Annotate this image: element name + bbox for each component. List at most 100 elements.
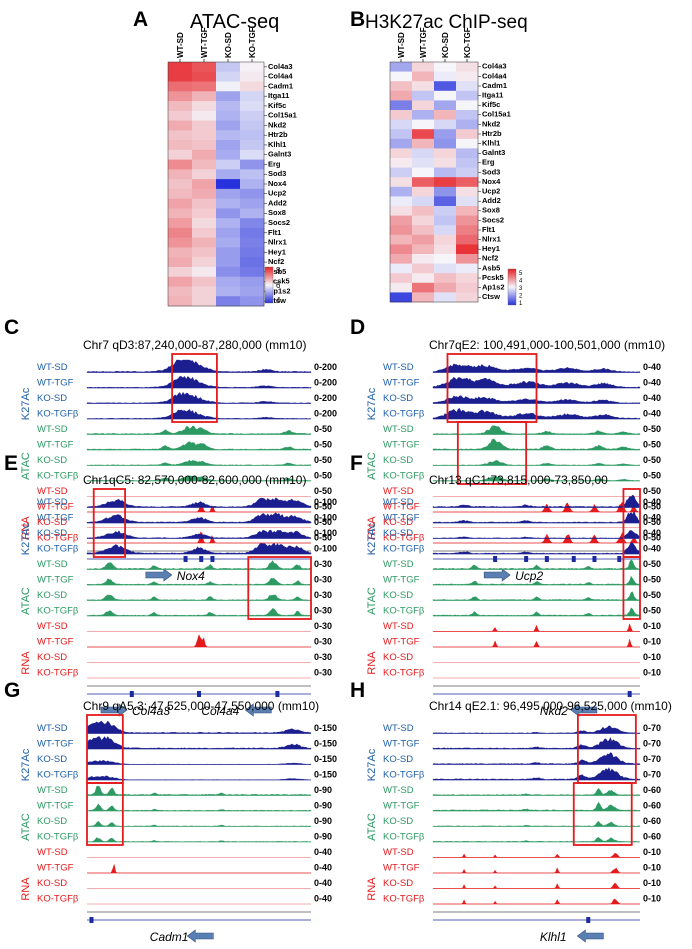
panel-c-atac-sample-label: WT-SD: [37, 424, 68, 435]
panel-d-k27-group-label: K27Ac: [366, 387, 378, 420]
panel-f-rna-sample-label: WT-TGF: [383, 637, 420, 648]
panel-c-rna-sample-label: WT-SD: [37, 486, 68, 497]
heatmap_a-cell: [240, 208, 265, 219]
heatmap_a-cell: [240, 179, 265, 190]
heatmap_b-cell: [456, 90, 479, 101]
panel-f-k27-group-label: K27Ac: [366, 522, 378, 555]
heatmap_a-cell: [168, 130, 193, 141]
panel-d-atac-range-label: 0-50: [643, 455, 661, 465]
heatmap_b-legend-label: 3: [519, 286, 523, 292]
heatmap_b-gene-label: Col4a3: [482, 62, 507, 71]
panel-h-rna-signal-track: [433, 898, 640, 905]
panel-f-gene-arrow-icon: [570, 703, 598, 717]
heatmap_b-cell: [456, 263, 479, 274]
heatmap_a-cell: [168, 227, 193, 239]
heatmap_a-column-label: KO-SD: [224, 32, 233, 58]
panel-f-rna-signal-track: [433, 623, 640, 632]
heatmap_a-cell: [192, 140, 217, 151]
panel-e-k27-sample-label: WT-SD: [37, 497, 68, 508]
panel-e-k27-signal-track: [86, 512, 312, 524]
panel-d-rna-group-label: RNA: [366, 516, 378, 540]
heatmap_a-cell: [192, 71, 217, 82]
panel-g-atac-sample-label: KO-TGFβ: [37, 832, 79, 843]
heatmap_b-cell: [434, 167, 457, 178]
panel-c-atac-range-label: 0-50: [314, 471, 332, 481]
panel-d-k27-range-label: 0-40: [643, 409, 661, 419]
heatmap_a-cell: [168, 81, 193, 92]
heatmap_a-cell: [192, 227, 217, 239]
panel-h-gene-label: Klhl1: [540, 930, 567, 944]
heatmap_a-cell: [240, 266, 265, 278]
panel-f-locus: Chr13 qC1:73,815,000-73,850,00: [429, 473, 608, 487]
panel-c-exon: [199, 556, 204, 562]
heatmap_b-cell: [434, 62, 457, 72]
heatmap_b-gene-label: Ucp2: [482, 187, 500, 196]
heatmap_b-cell: [412, 292, 435, 303]
heatmap_a-gene-label: Add2: [268, 198, 287, 207]
panel-f-gene-label: Nkd2: [540, 704, 568, 718]
panel-d-atac-range-label: 0-50: [643, 440, 661, 450]
panel-d-atac-sample-label: WT-SD: [383, 424, 414, 435]
heatmap_b-cell: [434, 263, 457, 274]
panel-f-k27-sample-label: KO-TGFβ: [383, 544, 425, 555]
panel-g-rna-sample-label: KO-SD: [37, 878, 67, 889]
panel-h-rna-sample-label: KO-SD: [383, 878, 413, 889]
panel-g-rna-range-label: 0-40: [314, 847, 332, 857]
heatmap_a-cell: [192, 276, 217, 287]
heatmap_a-cell: [240, 62, 265, 73]
heatmap_a-cell: [168, 296, 193, 307]
heatmap_b-cell: [434, 196, 457, 207]
panel-d-highlight-box: [456, 421, 528, 485]
panel-f-k27-range-label: 0-40: [643, 544, 661, 554]
panel-g-atac-sample-label: KO-SD: [37, 816, 67, 827]
panel-d-exon: [524, 556, 529, 562]
heatmap_b-cell: [434, 282, 457, 293]
panel-d-rna-range-label: 0-50: [643, 533, 661, 543]
heatmap_b-cell: [390, 225, 413, 236]
panel-e-atac-range-label: 0-30: [314, 606, 332, 616]
heatmap_a-cell: [192, 257, 217, 268]
panel-f-rna-range-label: 0-10: [643, 637, 661, 647]
heatmap_b-cell: [390, 129, 413, 140]
panel-c-k27-sample-label: WT-SD: [37, 362, 68, 373]
heatmap_b-gene-label: Col15a1: [482, 110, 511, 119]
panel-c-rna-sample-label: KO-TGFβ: [37, 533, 79, 544]
heatmap_b-gene-label: Ap1s2: [482, 283, 505, 292]
panel-letter-h: H: [350, 679, 365, 702]
heatmap_b-cell: [390, 254, 413, 264]
heatmap_b-cell: [390, 62, 413, 72]
panel-h-locus: Chr14 qE2.1: 96,495,000-96,525,000 (mm10…: [429, 699, 672, 713]
panel-e-k27-signal-track: [86, 542, 312, 555]
panel-d-atac-group-label: ATAC: [366, 452, 378, 480]
panel-d-atac-sample-label: KO-TGFβ: [383, 471, 425, 482]
panel-c-k27-range-label: 0-200: [314, 393, 337, 403]
panel-g-atac-signal-track: [86, 837, 312, 843]
panel-h-highlight-box: [572, 782, 633, 846]
panel-h-k27-sample-label: KO-SD: [383, 754, 413, 765]
heatmap_b-cell: [434, 292, 457, 303]
panel-h-atac-range-label: 0-60: [643, 801, 661, 811]
heatmap_b-cell: [412, 273, 435, 284]
panel-g-atac-range-label: 0-90: [314, 832, 332, 842]
heatmap_a-cell: [192, 296, 217, 307]
heatmap_a-cell: [240, 198, 265, 209]
heatmap_a-gene-label: Ncf2: [268, 257, 284, 266]
panel-e-rna-range-label: 0-30: [314, 668, 332, 678]
heatmap_b-cell: [412, 100, 435, 111]
heatmap_b-gene-label: Erg: [482, 158, 495, 167]
heatmap_a-cell: [192, 198, 217, 209]
heatmap_b-gene-label: Socs2: [482, 215, 504, 224]
heatmap_a-cell: [168, 120, 193, 131]
panel-e-atac-range-label: 0-30: [314, 575, 332, 585]
heatmap_b-gene-label: Col4a4: [482, 71, 507, 80]
heatmap_a-cell: [168, 149, 193, 160]
panel-f-atac-sample-label: WT-SD: [383, 559, 414, 570]
panel-d-rna-sample-label: KO-TGFβ: [383, 533, 425, 544]
panel-h-gene-arrow-icon: [576, 929, 604, 943]
panel-d-exon: [571, 556, 576, 562]
panel-f-rna-sample-label: WT-SD: [383, 621, 414, 632]
heatmap_a-cell: [192, 169, 217, 180]
panel-e-atac-sample-label: KO-TGFβ: [37, 606, 79, 617]
heatmap_b-cell: [434, 81, 457, 92]
